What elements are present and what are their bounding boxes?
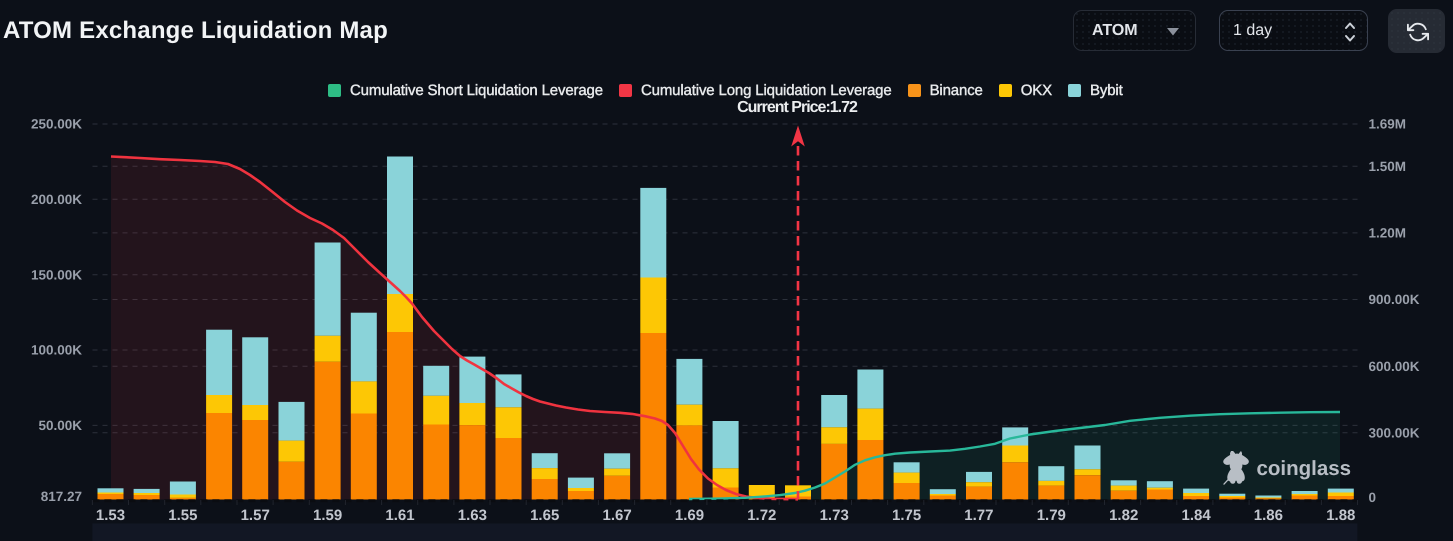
svg-text:1.55: 1.55 <box>168 507 197 524</box>
svg-text:1.50M: 1.50M <box>1369 159 1407 174</box>
svg-text:1.72: 1.72 <box>747 507 776 524</box>
svg-text:1.67: 1.67 <box>602 507 631 524</box>
svg-text:200.00K: 200.00K <box>31 192 82 207</box>
svg-text:250.00K: 250.00K <box>31 117 82 132</box>
svg-text:1.61: 1.61 <box>385 507 414 524</box>
svg-text:1.53: 1.53 <box>96 507 125 524</box>
svg-text:1.57: 1.57 <box>241 507 270 524</box>
svg-text:1.63: 1.63 <box>458 507 487 524</box>
svg-text:coinglass: coinglass <box>1257 457 1352 480</box>
svg-text:1.86: 1.86 <box>1254 507 1283 524</box>
svg-text:1.84: 1.84 <box>1181 507 1211 524</box>
svg-text:150.00K: 150.00K <box>31 267 82 282</box>
svg-text:600.00K: 600.00K <box>1369 359 1420 374</box>
svg-text:1.75: 1.75 <box>892 507 921 524</box>
svg-text:300.00K: 300.00K <box>1369 426 1420 441</box>
svg-text:1.79: 1.79 <box>1037 507 1066 524</box>
svg-text:1.69: 1.69 <box>675 507 704 524</box>
svg-text:50.00K: 50.00K <box>38 418 82 433</box>
svg-text:1.65: 1.65 <box>530 507 559 524</box>
svg-text:900.00K: 900.00K <box>1369 292 1420 307</box>
svg-text:817.27: 817.27 <box>41 489 82 504</box>
svg-text:1.88: 1.88 <box>1326 507 1355 524</box>
svg-text:1.77: 1.77 <box>964 507 993 524</box>
svg-text:1.73: 1.73 <box>820 507 849 524</box>
svg-text:1.20M: 1.20M <box>1369 226 1407 241</box>
svg-text:0: 0 <box>1369 490 1377 505</box>
svg-text:100.00K: 100.00K <box>31 343 82 358</box>
svg-text:1.59: 1.59 <box>313 507 342 524</box>
svg-text:1.82: 1.82 <box>1109 507 1138 524</box>
svg-text:1.69M: 1.69M <box>1369 117 1407 132</box>
